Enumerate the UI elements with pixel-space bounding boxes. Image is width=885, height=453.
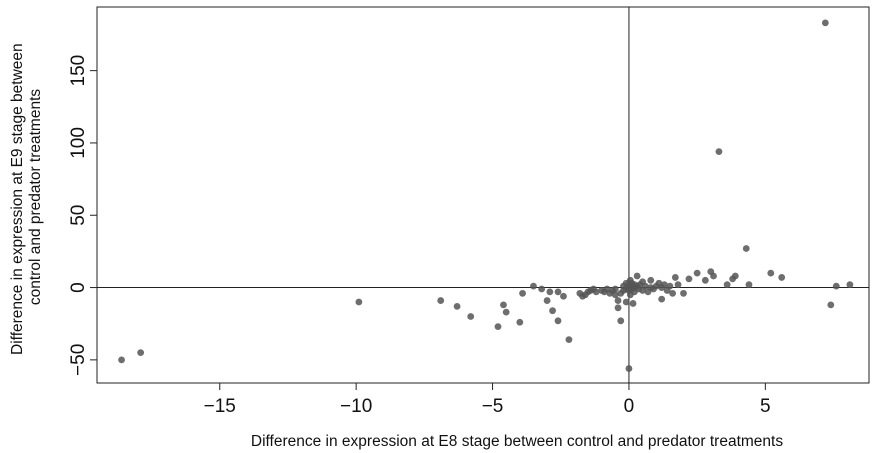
data-point — [710, 272, 717, 280]
y-tick-label: 50 — [68, 205, 89, 226]
data-point — [543, 297, 551, 304]
data-point — [622, 298, 630, 306]
data-point — [530, 282, 537, 290]
data-point — [680, 289, 687, 297]
data-point — [745, 281, 753, 289]
data-point — [546, 288, 554, 296]
data-point — [565, 336, 573, 344]
data-point — [731, 272, 739, 280]
y-tick-label: 150 — [68, 55, 89, 87]
data-point — [701, 276, 709, 284]
data-point — [554, 317, 562, 325]
y-tick-label: 0 — [68, 282, 89, 293]
y-axis-label-line-1: Difference in expression at E9 stage bet… — [9, 43, 26, 355]
data-point — [666, 282, 674, 290]
data-point — [661, 281, 668, 289]
x-tick-label: −5 — [482, 396, 504, 417]
data-point — [723, 281, 731, 289]
data-point — [467, 313, 475, 320]
plot-frame — [96, 6, 870, 384]
data-points — [118, 19, 854, 372]
data-point — [592, 288, 600, 296]
data-point — [767, 269, 775, 277]
data-point — [516, 318, 524, 326]
data-point — [554, 288, 562, 296]
data-point — [549, 307, 556, 315]
data-point — [614, 297, 622, 304]
data-point — [658, 295, 666, 303]
data-point — [778, 274, 786, 281]
x-tick-label: 5 — [760, 396, 771, 417]
data-point — [538, 285, 546, 293]
data-point — [647, 276, 655, 284]
data-point — [669, 289, 676, 297]
y-axis-label-line-2: control and predator treatments — [27, 89, 44, 306]
data-point — [614, 304, 622, 312]
data-point — [693, 269, 701, 277]
data-point — [629, 300, 637, 307]
x-axis: −15 −10 −5 0 5 — [204, 383, 771, 417]
x-tick-label: −15 — [204, 396, 236, 417]
data-point — [671, 274, 679, 281]
data-point — [617, 317, 625, 325]
data-point — [641, 282, 649, 290]
data-point — [494, 323, 502, 330]
data-point — [355, 298, 363, 306]
data-point — [453, 302, 461, 310]
x-tick-label: −10 — [340, 396, 372, 417]
y-tick-label: 100 — [68, 127, 89, 159]
data-point — [685, 275, 693, 283]
x-tick-label: 0 — [624, 396, 635, 417]
data-point — [560, 292, 567, 300]
data-point — [846, 281, 854, 289]
data-point — [502, 308, 510, 316]
data-point — [611, 291, 619, 299]
data-point — [827, 301, 835, 309]
data-point — [519, 289, 526, 297]
y-tick-label: −50 — [68, 344, 89, 376]
data-point — [742, 245, 750, 252]
y-axis-label: Difference in expression at E9 stage bet… — [9, 39, 44, 355]
y-axis: −50 0 50 100 150 — [68, 55, 97, 376]
data-point — [633, 272, 641, 280]
x-axis-label: Difference in expression at E8 stage bet… — [251, 433, 783, 450]
data-point — [500, 301, 507, 309]
data-point — [674, 281, 682, 289]
data-point — [118, 356, 125, 364]
data-point — [137, 349, 145, 357]
data-point — [437, 297, 445, 304]
data-point — [625, 365, 633, 372]
data-point — [821, 19, 829, 27]
data-point — [611, 285, 619, 293]
data-point — [832, 282, 840, 290]
data-point — [715, 148, 723, 156]
